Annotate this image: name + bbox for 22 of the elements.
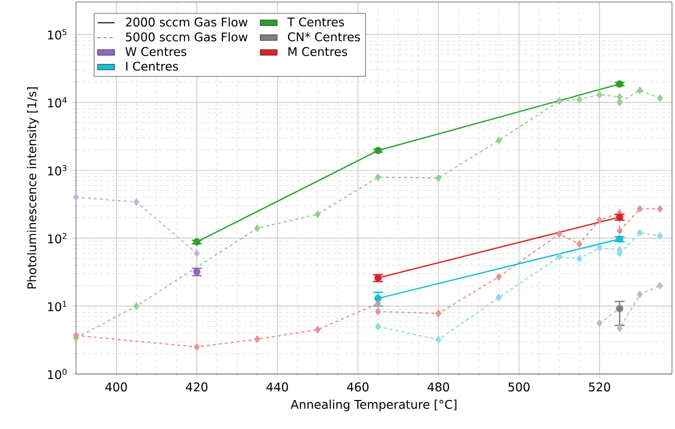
x-tick-label: 420 <box>186 382 208 392</box>
legend-label: M Centres <box>288 47 348 56</box>
annotation: 2000 sccm Gas Flow <box>126 17 248 27</box>
y-axis-title: Photoluminescence intensity [1/s] <box>27 87 39 288</box>
legend-label: CN* Centres <box>288 32 360 42</box>
y-tick-label: 10$^{2}$ <box>48 232 66 244</box>
y-tick-label: 10$^{5}$ <box>48 29 66 40</box>
y-tick-label: 10$^{0}$ <box>48 368 67 380</box>
x-tick-label: 460 <box>347 382 369 392</box>
y-tick-label: 10$^{3}$ <box>48 165 66 176</box>
x-tick-label: 400 <box>105 382 127 392</box>
x-tick-label: 480 <box>428 382 450 392</box>
y-tick-label: 10$^{4}$ <box>48 97 67 108</box>
x-axis-title: Annealing Temperature [°C] <box>290 400 456 412</box>
y-tick-label: 10$^{1}$ <box>48 300 66 312</box>
legend-label: W Centres <box>125 47 186 56</box>
legend-label: I Centres <box>126 62 178 71</box>
x-tick-label: 500 <box>508 382 530 392</box>
x-tick-label: 440 <box>266 382 288 392</box>
legend-label: T Centres <box>287 17 344 26</box>
annotation: 5000 sccm Gas Flow <box>126 32 248 42</box>
x-tick-label: 520 <box>589 382 610 392</box>
